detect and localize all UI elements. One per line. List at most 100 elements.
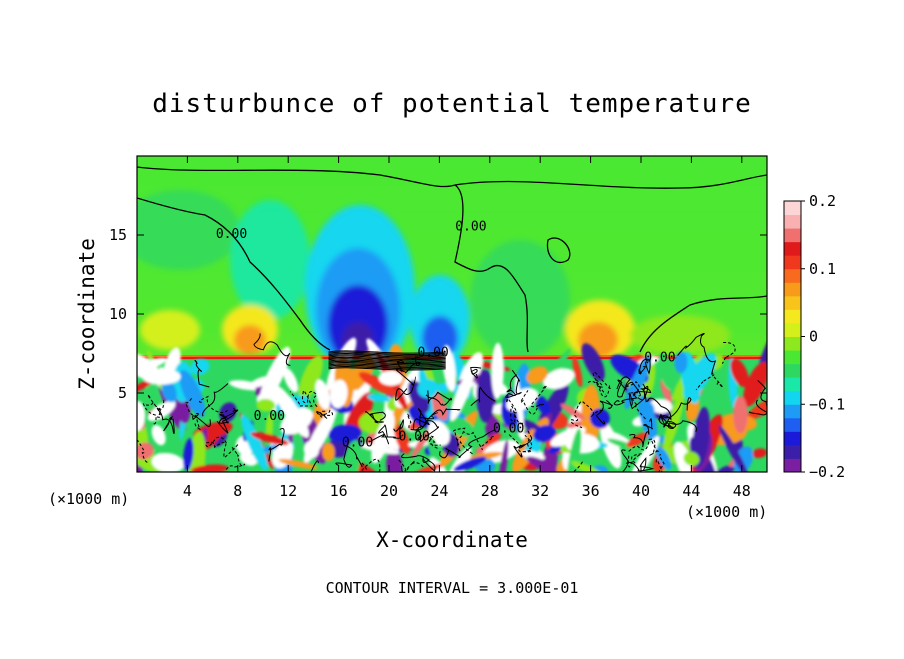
lower-contour-line (505, 369, 522, 399)
turbulence-blob (411, 424, 434, 459)
turbulence-blob (743, 361, 767, 407)
colorbar-swatch (784, 268, 801, 283)
turbulence-blob (278, 458, 319, 470)
turbulence-blob (367, 393, 391, 403)
plot-area: 0.00 0.00 0.00 0.00 0.00 0.00 0.00 0.00 (137, 156, 767, 472)
turbulence-blob (526, 456, 558, 472)
interface-contour (328, 362, 446, 366)
lower-contour-line (428, 435, 441, 449)
lower-contour-line (202, 383, 229, 417)
lower-contour-line (625, 457, 655, 472)
x-tick-label: 28 (481, 482, 499, 500)
interface-contour (328, 354, 446, 358)
colorbar-tick-label: 0.1 (809, 260, 836, 278)
x-tick-label: 8 (233, 482, 242, 500)
lower-contour-line (417, 420, 440, 442)
colorbar-swatch (784, 282, 801, 297)
lower-contour-line (395, 376, 416, 401)
lower-contour-line (463, 431, 494, 451)
interface-contour (328, 352, 446, 357)
lower-contour-line (401, 453, 436, 472)
colorbar-swatch (784, 444, 801, 459)
turbulence-blob (151, 425, 166, 446)
y-axis: 5 10 15 (109, 226, 767, 402)
lower-contour-line (470, 366, 482, 379)
x-axis-unit-left: (×1000 m) (48, 490, 129, 508)
turbulence-blob (147, 401, 176, 422)
turbulence-blob (283, 367, 298, 393)
turbulence-blob (442, 345, 456, 392)
interface-contour (328, 358, 446, 362)
lower-contour-line (722, 341, 736, 364)
lower-contour-line (310, 460, 319, 472)
turbulence-blob (660, 379, 673, 405)
lower-contour-line (369, 419, 404, 443)
lower-contour-line (219, 409, 239, 424)
lower-contour-line (406, 413, 422, 431)
x-tick-label: 20 (380, 482, 398, 500)
lower-contour-line (470, 387, 496, 407)
turbulence-blob (322, 442, 335, 462)
lower-contour-line (425, 390, 452, 406)
interface-contour (328, 367, 446, 371)
contour-label: 0.00 (254, 409, 285, 424)
turbulence-blob (358, 371, 398, 396)
lower-contour-line (572, 461, 583, 472)
turbulence-blob (526, 366, 548, 385)
turbulence-blob (303, 440, 320, 459)
turbulence-blob (137, 368, 163, 384)
turbulence-blob (407, 380, 430, 414)
lower-contour-line (524, 430, 533, 450)
colorbar-swatch (784, 309, 801, 324)
lower-field (137, 336, 767, 472)
lower-contour-line (147, 394, 165, 418)
lower-contour-line (452, 427, 473, 455)
colorbar-swatch (784, 404, 801, 419)
lower-contour-line (216, 407, 236, 434)
lower-contour-line (418, 408, 461, 420)
contour-lines (137, 166, 767, 353)
lower-contour-line (253, 333, 291, 366)
interface-contour (328, 360, 446, 365)
colorbar-swatch (784, 390, 801, 405)
contour-label: 0.00 (493, 422, 524, 437)
lower-contour-line (439, 429, 495, 459)
turbulence-blob (256, 398, 276, 412)
y-tick-label: 5 (118, 384, 127, 402)
contour-label: 0.00 (399, 429, 430, 444)
lower-contour-line (595, 400, 614, 425)
turbulence-blob (298, 355, 323, 402)
lower-contour-line (570, 400, 603, 429)
lower-contour-line (667, 420, 697, 432)
colorbar (783, 200, 802, 473)
lower-contour-line (225, 446, 246, 470)
turbulence-blob (491, 342, 504, 399)
lower-contour-line (505, 395, 524, 425)
turbulence-blob (581, 343, 605, 382)
turbulence-blob (259, 346, 291, 406)
turbulence-blob (655, 445, 672, 470)
colorbar-swatch (784, 350, 801, 365)
colorbar-swatch (784, 336, 801, 351)
colorbar-swatch (784, 228, 801, 243)
turbulence-blob (329, 379, 348, 409)
lower-contour-line (335, 445, 363, 468)
turbulence-blob (179, 370, 206, 418)
turbulence-blob (626, 432, 648, 448)
turbulence-blob (571, 461, 606, 472)
y-tick-label: 10 (109, 305, 127, 323)
x-axis: 4 8 12 16 20 24 28 32 36 40 44 48 (183, 156, 751, 500)
lower-contour-line (158, 410, 175, 434)
turbulence-blob (239, 452, 258, 466)
lower-contour-line (289, 390, 318, 408)
lower-contour-line (677, 332, 717, 375)
x-axis-label: X-coordinate (376, 528, 528, 552)
contour-label: 0.00 (342, 436, 373, 451)
turbulence-blob (417, 379, 438, 399)
turbulence-blob (249, 375, 275, 388)
turbulence-blob (328, 424, 362, 443)
turbulence-blob (280, 407, 314, 435)
colorbar-swatch (784, 377, 801, 392)
turbulence-blob (520, 450, 545, 461)
turbulence-blob (683, 451, 700, 466)
